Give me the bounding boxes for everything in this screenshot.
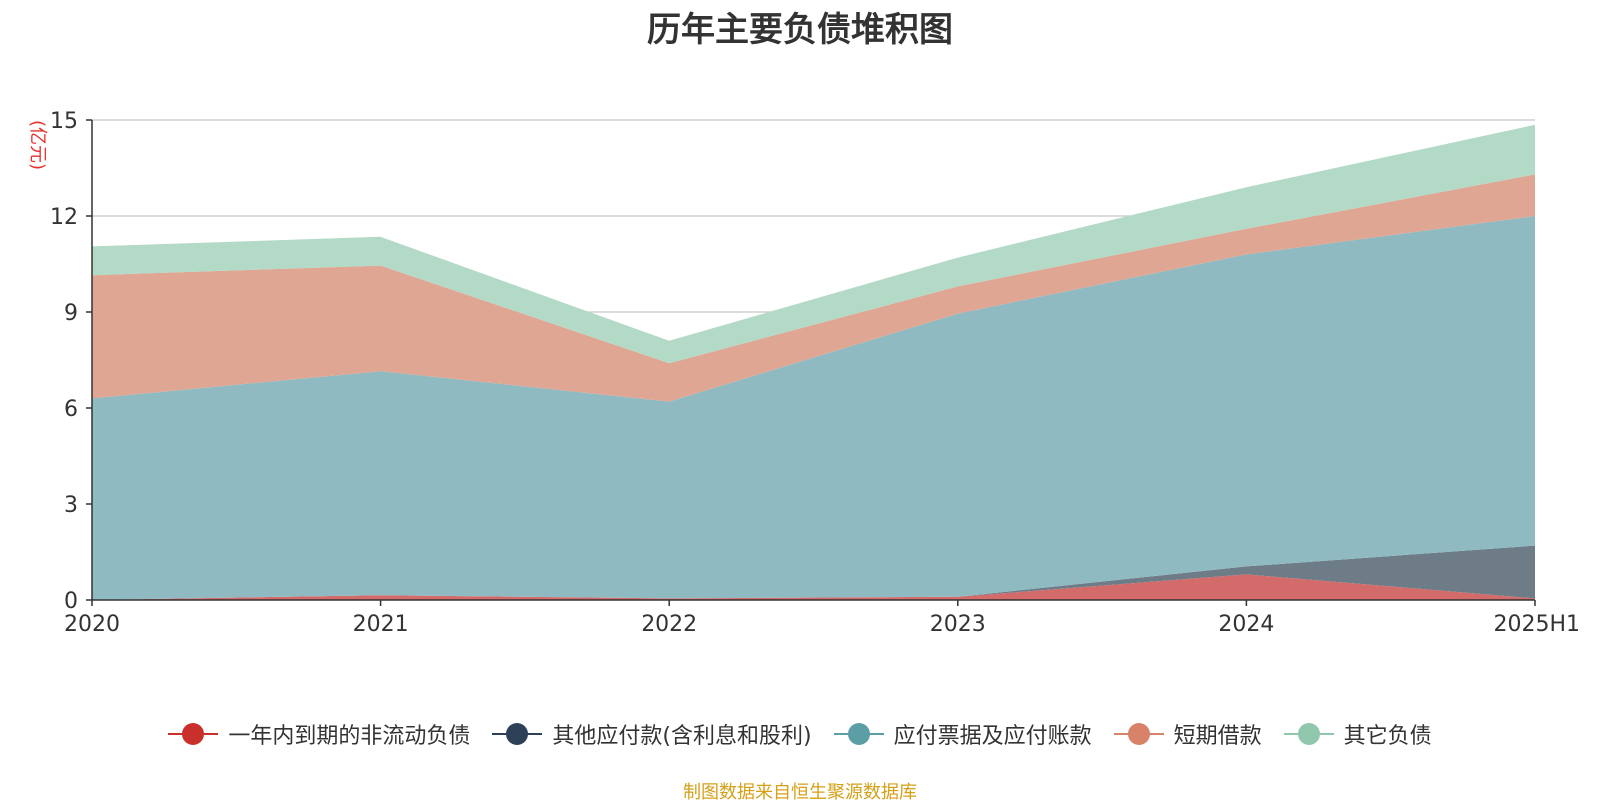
area-series-2[interactable] [92,216,1535,600]
stacked-areas [92,124,1535,600]
y-tick-label: 9 [64,301,78,326]
x-tick-label: 2020 [64,612,120,637]
legend: 一年内到期的非流动负债 其他应付款(含利息和股利) 应付票据及应付账款 短期借款 其它负… [0,718,1600,750]
legend-marker-icon [833,722,884,746]
legend-item-3[interactable]: 短期借款 [1113,718,1262,750]
x-tick-label: 2023 [930,612,986,637]
legend-marker-icon [1113,722,1164,746]
area-series-3[interactable] [92,174,1535,402]
x-tick-label: 2024 [1218,612,1274,637]
y-axis-unit-label: (亿元) [27,120,48,170]
chart-plot: 0 3 6 9 12 15 2020 2021 2022 2023 2024 2025H1 (亿元) [27,109,1580,637]
x-tick-label: 2021 [353,612,409,637]
y-tick-label: 0 [64,589,78,614]
legend-item-4[interactable]: 其它负债 [1283,718,1432,750]
tick-labels: 0 3 6 9 12 15 2020 2021 2022 2023 2024 2025H1 [50,109,1580,637]
legend-label: 短期借款 [1173,724,1262,749]
legend-marker-icon [168,722,219,746]
area-series-4[interactable] [92,124,1535,364]
legend-label: 应付票据及应付账款 [893,724,1092,749]
legend-item-1[interactable]: 其他应付款(含利息和股利) [492,718,812,750]
y-tick-label: 12 [50,205,78,230]
source-note: 制图数据来自恒生聚源数据库 [683,782,917,803]
y-tick-label: 6 [64,397,78,422]
x-tick-label: 2022 [641,612,697,637]
axes [86,119,1536,606]
chart-title: 历年主要负债堆积图 [647,10,953,50]
legend-marker-icon [492,722,543,746]
area-series-0[interactable] [92,574,1535,600]
legend-marker-icon [1283,722,1334,746]
area-series-1[interactable] [92,545,1535,600]
x-tick-label: 2025H1 [1493,612,1580,637]
legend-label: 其他应付款(含利息和股利) [552,724,812,749]
legend-label: 一年内到期的非流动负债 [228,724,471,749]
legend-label: 其它负债 [1343,724,1432,749]
legend-item-2[interactable]: 应付票据及应付账款 [833,718,1092,750]
y-tick-label: 15 [50,109,78,134]
legend-item-0[interactable]: 一年内到期的非流动负债 [168,718,470,750]
y-tick-label: 3 [64,493,78,518]
